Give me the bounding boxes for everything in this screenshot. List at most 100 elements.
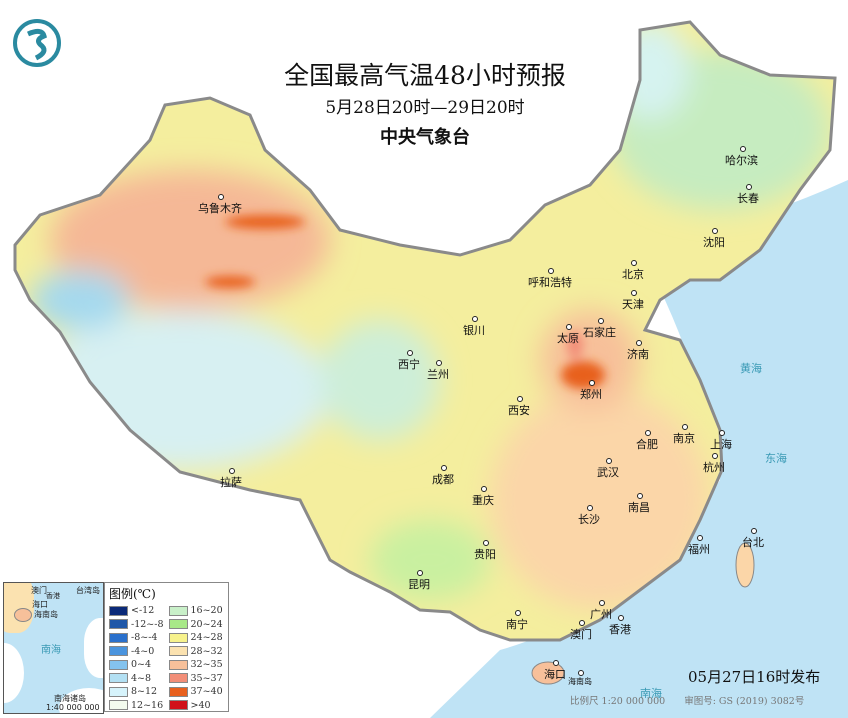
legend-item: 0~4 (109, 658, 169, 672)
city-label: 贵阳 (474, 540, 496, 561)
city-label: 乌鲁木齐 (198, 194, 242, 215)
agency-name: 中央气象台 (380, 127, 470, 148)
city-label: 南京 (673, 424, 695, 445)
city-label: 济南 (627, 340, 649, 361)
city-label: 长春 (737, 184, 759, 205)
legend-label: 32~35 (190, 659, 223, 671)
city-label: 石家庄 (583, 318, 616, 339)
legend-item: 37~40 (168, 685, 229, 699)
hainan (531, 661, 565, 685)
city-label: 香港 (609, 615, 631, 636)
legend-label: -8~-4 (131, 632, 158, 644)
legend-swatch (109, 686, 128, 697)
legend-swatch (109, 700, 128, 711)
legend-item: 12~16 (109, 699, 169, 713)
legend-label: 16~20 (190, 605, 223, 617)
legend-item: 20~24 (168, 618, 229, 632)
legend-label: 35~37 (190, 672, 223, 684)
south-china-sea-inset: 澳门 香港 台湾岛 海口 海南岛 南海 南海诸岛 1:40 000 000 (3, 582, 104, 714)
legend-swatch (168, 673, 188, 684)
legend-label: 12~16 (131, 699, 164, 711)
legend-swatch (109, 646, 128, 657)
legend-item: 35~37 (168, 672, 229, 686)
city-label: 哈尔滨 (725, 146, 758, 167)
city-label: 海口 (544, 660, 566, 681)
city-label: 成都 (432, 465, 454, 486)
city-label: 福州 (688, 535, 710, 556)
legend: 图例(℃) <-12 -12~-8 -8~-4 -4~0 0~4 4~8 8~12 12~16… (104, 582, 229, 712)
city-label: 银川 (463, 316, 485, 337)
city-label: 台北 (742, 528, 764, 549)
map-scale: 比例尺 1:20 000 000 (570, 696, 666, 707)
legend-swatch (109, 659, 128, 670)
legend-item: 4~8 (109, 672, 169, 686)
inset-label: 香港 (46, 592, 60, 600)
legend-item: -8~-4 (109, 631, 169, 645)
hainan-island-label: 海南岛 (568, 670, 592, 686)
legend-item: >40 (168, 699, 229, 713)
sea-label-huanghai: 黄海 (740, 362, 762, 375)
city-label: 天津 (622, 290, 644, 311)
legend-swatch (168, 686, 188, 697)
legend-label: 8~12 (131, 686, 158, 698)
legend-label: -12~-8 (131, 618, 164, 630)
legend-item: 32~35 (168, 658, 229, 672)
legend-item: -4~0 (109, 645, 169, 659)
city-label: 兰州 (427, 360, 449, 381)
legend-label: 0~4 (131, 659, 152, 671)
legend-item: 24~28 (168, 631, 229, 645)
legend-item: <-12 (109, 604, 169, 618)
legend-label: <-12 (131, 605, 155, 617)
city-label: 拉萨 (220, 468, 242, 489)
city-label: 广州 (590, 600, 612, 621)
forecast-period: 5月28日20时—29日20时 (325, 98, 525, 118)
legend-label: >40 (190, 699, 211, 711)
legend-swatch (168, 646, 188, 657)
map-title: 全国最高气温48小时预报 (284, 61, 566, 90)
legend-title: 图例(℃) (109, 587, 156, 601)
city-label: 西安 (508, 396, 530, 417)
legend-swatch (109, 632, 128, 643)
city-label: 郑州 (580, 380, 602, 401)
legend-swatch (168, 619, 188, 630)
inset-label: 南海诸岛 (54, 694, 86, 703)
legend-item: -12~-8 (109, 618, 169, 632)
inset-label: 澳门 (31, 586, 47, 595)
legend-item: 16~20 (168, 604, 229, 618)
city-label: 合肥 (636, 430, 658, 451)
city-label: 西宁 (398, 350, 420, 371)
city-label: 杭州 (703, 453, 725, 474)
inset-label: 海南岛 (34, 610, 58, 619)
city-label: 北京 (622, 260, 644, 281)
map-approval-number: 审图号: GS (2019) 3082号 (684, 696, 805, 707)
legend-item: 28~32 (168, 645, 229, 659)
inset-label: 海口 (32, 600, 48, 609)
city-label: 呼和浩特 (528, 268, 572, 289)
city-label: 太原 (557, 324, 579, 345)
legend-item: 8~12 (109, 685, 169, 699)
legend-swatch (168, 700, 188, 711)
legend-swatch (109, 605, 128, 616)
legend-label: 4~8 (131, 672, 152, 684)
cma-logo-icon (13, 19, 61, 67)
footer: 比例尺 1:20 000 000 审图号: GS (2019) 3082号 (570, 693, 820, 707)
inset-label: 南海 (41, 645, 61, 656)
legend-label: 28~32 (190, 645, 223, 657)
legend-label: 24~28 (190, 632, 223, 644)
city-label: 长沙 (578, 505, 600, 526)
city-label: 上海 (710, 430, 732, 451)
taiwan (735, 542, 755, 588)
legend-label: -4~0 (131, 645, 155, 657)
sea-label-nanhai: 南海 (640, 687, 662, 700)
sea-label-donghai: 东海 (765, 452, 787, 465)
inset-label: 台湾岛 (76, 586, 100, 595)
city-label: 南宁 (506, 610, 528, 631)
legend-swatch (168, 659, 188, 670)
legend-swatch (109, 673, 128, 684)
city-label: 武汉 (597, 458, 619, 479)
legend-label: 37~40 (190, 686, 223, 698)
city-label: 沈阳 (703, 228, 725, 249)
city-label: 昆明 (408, 570, 430, 591)
legend-swatch (168, 632, 188, 643)
city-label: 重庆 (472, 486, 494, 507)
